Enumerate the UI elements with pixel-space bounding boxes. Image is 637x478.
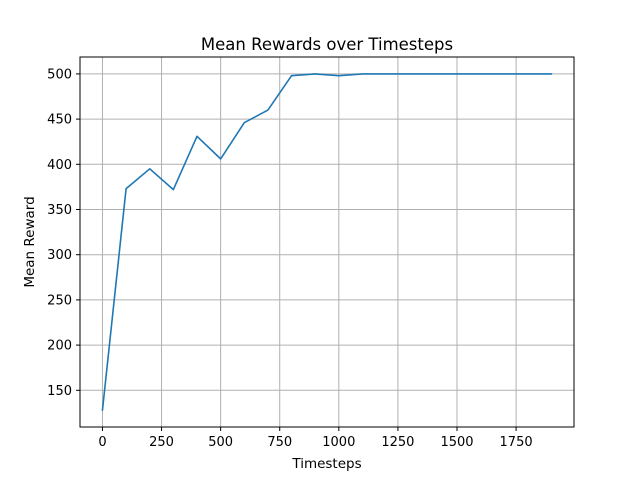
y-tick-label: 200 <box>47 339 72 354</box>
x-tick-label: 250 <box>149 435 174 450</box>
x-tick-label: 1000 <box>322 435 355 450</box>
y-axis-label: Mean Reward <box>22 196 38 287</box>
y-tick-label: 250 <box>47 293 72 308</box>
tick-layer: 0 250 500 750 1000 1250 1500 1750 150 200 250 300 35… <box>47 67 532 450</box>
x-tick-label: 500 <box>208 435 233 450</box>
grid-layer <box>80 57 574 427</box>
x-tick-label: 750 <box>267 435 292 450</box>
x-tick-label: 0 <box>98 435 106 450</box>
y-tick-label: 450 <box>47 113 72 128</box>
x-tick-label: 1750 <box>500 435 533 450</box>
y-tick-label: 150 <box>47 384 72 399</box>
y-tick-label: 500 <box>47 67 72 82</box>
x-tick-label: 1250 <box>381 435 414 450</box>
series-layer <box>101 73 553 411</box>
y-tick-label: 400 <box>47 158 72 173</box>
y-tick-label: 350 <box>47 203 72 218</box>
series-line <box>101 73 553 411</box>
plot-frame <box>79 56 575 428</box>
x-tick-label: 1500 <box>440 435 473 450</box>
x-axis-label: Timesteps <box>291 456 361 472</box>
y-tick-label: 300 <box>47 248 72 263</box>
chart-title: Mean Rewards over Timesteps <box>201 35 453 54</box>
